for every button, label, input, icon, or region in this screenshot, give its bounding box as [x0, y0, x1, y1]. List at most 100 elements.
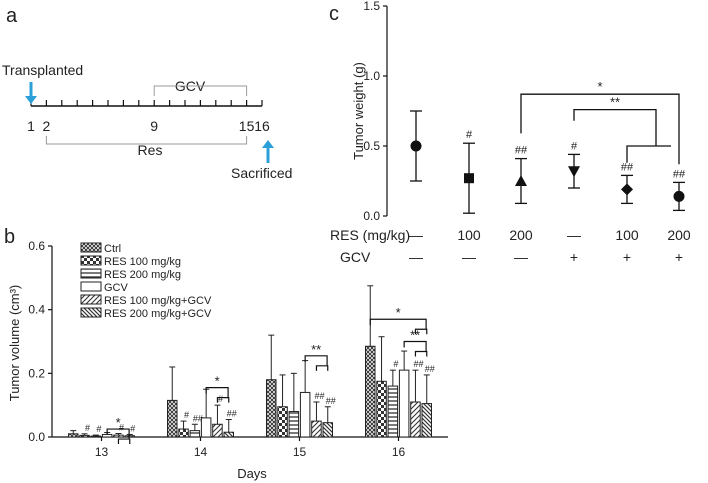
- weight-y-tick-label: 1.0: [363, 69, 380, 83]
- gcv-bracket: [153, 85, 248, 96]
- volume-significance-mark: #: [218, 394, 223, 404]
- timeline-ticks: 1 2 9 15 16: [27, 100, 270, 134]
- weight-y-tick-label: 1.5: [363, 0, 380, 13]
- treatment-table: RES (mg/kg) GCV — — 100 — 200 — — +100 +200 +: [330, 227, 691, 265]
- volume-y-axis-label: Tumor volume (cm³): [7, 285, 22, 402]
- volume-significance-mark: ##: [425, 364, 435, 374]
- volume-significance-subbracket: [117, 438, 131, 445]
- gcv-status-cell: —: [514, 249, 528, 265]
- timeline-day-label: 1: [27, 118, 35, 134]
- volume-bar: [167, 399, 178, 438]
- weight-point-circle: [673, 190, 685, 202]
- weight-significance-mark: #: [571, 140, 578, 152]
- transplanted-label: Transplanted: [2, 62, 83, 78]
- res-label: Res: [138, 142, 163, 158]
- gcv-status-cell: +: [570, 249, 578, 265]
- weight-y-axis: 0.0 0.5 1.0 1.5: [363, 0, 388, 223]
- volume-bar: [421, 403, 432, 438]
- volume-bar: [376, 380, 387, 438]
- volume-significance-mark: #: [184, 410, 189, 420]
- res-row-label: RES (mg/kg): [330, 227, 410, 243]
- volume-significance-subbracket: [414, 350, 428, 357]
- panel-label-b: b: [4, 226, 15, 248]
- volume-y-axis: 0.0 0.2 0.4 0.6: [28, 239, 53, 444]
- legend-label: RES 100 mg/kg+GCV: [104, 295, 212, 307]
- volume-y-tick-label: 0.0: [28, 430, 45, 444]
- volume-bar: [322, 422, 333, 438]
- volume-significance-mark: ##: [314, 391, 324, 401]
- weight-significance: ***: [520, 79, 680, 165]
- volume-x-tick-label: 13: [95, 445, 109, 459]
- panel-label-a: a: [6, 5, 18, 27]
- volume-bar: [113, 434, 124, 438]
- legend-swatch: [80, 294, 102, 305]
- volume-significance-bracket: [403, 340, 427, 352]
- legend-label: RES 100 mg/kg: [104, 256, 181, 268]
- volume-significance-mark: #: [96, 424, 101, 434]
- volume-x-tick-label: 16: [392, 445, 406, 459]
- timeline-day-label: 16: [254, 118, 270, 134]
- experiment-timeline: Transplanted Sacrificed GCV Res 1 2 9 15 16: [2, 62, 292, 181]
- volume-bar: [90, 435, 102, 438]
- legend-swatch: [80, 307, 102, 318]
- volume-bar: [212, 423, 223, 438]
- legend-swatch: [80, 242, 102, 253]
- res-dose-cell: 200: [667, 227, 691, 243]
- volume-bars: # # # ## ####### ### ## ##: [68, 285, 435, 438]
- volume-significance-star: **: [410, 328, 420, 343]
- weight-significance-bracket: [573, 108, 657, 146]
- volume-significance-subbracket: [216, 397, 230, 403]
- volume-significance-mark: ##: [326, 396, 336, 406]
- sacrificed-arrow-icon: [262, 140, 274, 163]
- timeline-day-label: 2: [43, 118, 51, 134]
- gcv-status-cell: —: [462, 249, 476, 265]
- weight-significance-mark: ##: [673, 168, 686, 180]
- gcv-row-label: GCV: [340, 249, 371, 265]
- volume-significance-mark: ##: [193, 413, 203, 423]
- weight-significance-mark: ##: [621, 161, 634, 173]
- volume-bar: [79, 434, 90, 438]
- volume-bar: [178, 428, 189, 438]
- transplanted-arrow-icon: [25, 82, 37, 104]
- weight-y-axis-label: Tumor weight (g): [351, 62, 366, 160]
- volume-significance-star: *: [116, 415, 121, 430]
- legend-label: RES 200 mg/kg: [104, 269, 181, 281]
- volume-bar: [189, 430, 201, 438]
- gcv-status-cell: —: [409, 249, 423, 265]
- volume-bar: [387, 385, 399, 438]
- weight-significance-mark: ##: [515, 145, 528, 157]
- legend-label: Ctrl: [104, 243, 121, 255]
- volume-bar: [311, 420, 322, 438]
- legend-swatch: [80, 268, 102, 279]
- weight-significance-subbracket: [626, 145, 671, 163]
- panel-label-c: c: [329, 3, 339, 25]
- volume-significance-bracket: [106, 428, 130, 440]
- weight-y-tick-label: 0.5: [363, 139, 380, 153]
- tumor-volume-chart: Tumor volume (cm³) Days 0.00.20.40.6 13 1…: [7, 239, 448, 481]
- timeline-day-label: 9: [150, 118, 158, 134]
- weight-points: ### #####: [410, 110, 686, 214]
- volume-y-tick-label: 0.4: [28, 303, 45, 317]
- weight-point-square: [464, 173, 474, 184]
- weight-significance-star: *: [597, 79, 602, 94]
- volume-bar: [299, 391, 311, 438]
- gcv-status-cell: +: [675, 249, 683, 265]
- volume-y-tick-label: 0.6: [28, 239, 45, 253]
- volume-y-tick-label: 0.2: [28, 366, 45, 380]
- volume-bar: [200, 417, 212, 438]
- sacrificed-label: Sacrificed: [231, 165, 292, 181]
- volume-significance-bracket: [304, 355, 328, 366]
- volume-significance-bracket: [369, 318, 427, 330]
- volume-x-axis: 13 14 15 16: [52, 436, 448, 459]
- volume-significance-mark: ##: [227, 408, 237, 418]
- res-dose-cell: 100: [615, 227, 639, 243]
- weight-point-triangle-down: [568, 166, 580, 178]
- weight-point-circle: [410, 140, 422, 152]
- volume-significance-star: *: [215, 374, 220, 389]
- volume-bar: [223, 431, 234, 438]
- timeline-day-label: 15: [239, 118, 255, 134]
- volume-bar: [124, 435, 135, 438]
- volume-significance-mark: #: [130, 423, 135, 433]
- weight-significance-bracket: [520, 93, 680, 165]
